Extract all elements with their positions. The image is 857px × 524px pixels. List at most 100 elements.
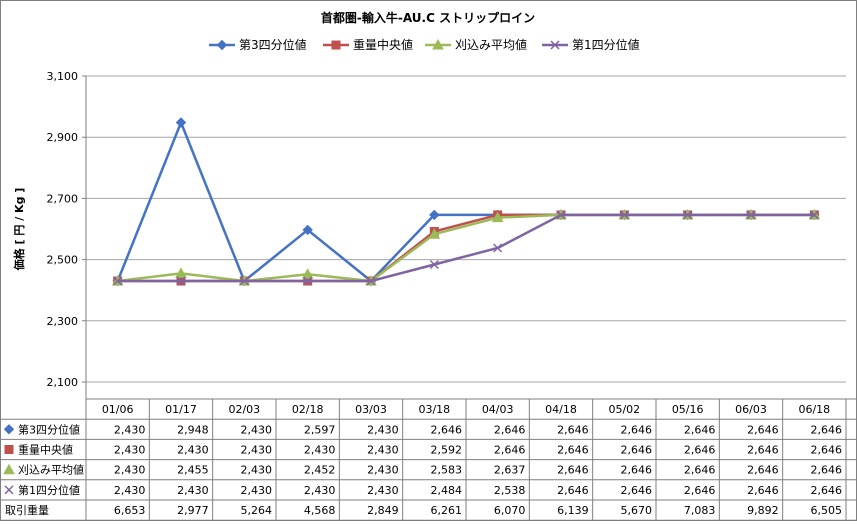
table-row-label: 第1四分位値 xyxy=(18,483,80,497)
table-row: 重量中央値 2,430 2,430 2,430 2,430 2,430 2,592 2,646… xyxy=(4,443,842,457)
table-cell: 2,977 xyxy=(177,504,209,517)
table-cell: 6,261 xyxy=(431,504,463,517)
legend-label: 刈込み平均値 xyxy=(455,37,527,52)
y-tick-label: 2,700 xyxy=(47,192,79,205)
data-point xyxy=(113,276,123,286)
table-cell: 6,653 xyxy=(114,504,146,517)
data-point xyxy=(175,267,187,278)
data-point xyxy=(366,276,376,286)
table-row: 第3四分位値 2,430 2,948 2,430 2,597 2,430 2,646 2,64… xyxy=(3,422,843,436)
legend-label: 第3四分位値 xyxy=(239,37,307,52)
data-point xyxy=(239,276,249,286)
table-cell: 2,430 xyxy=(114,484,146,497)
y-axis-label: 価格 [ 円 / Kg ] xyxy=(12,188,26,272)
table-cell: 7,083 xyxy=(684,504,716,517)
table-cell: 2,430 xyxy=(367,423,399,436)
table-cell: 2,597 xyxy=(304,423,336,436)
x-tick-label: 06/03 xyxy=(735,403,767,416)
table-cell: 2,430 xyxy=(177,444,209,457)
data-point xyxy=(176,276,186,286)
table-cell: 2,646 xyxy=(621,464,653,477)
table-legend-key xyxy=(4,485,14,495)
table-cell: 2,646 xyxy=(494,444,526,457)
table-cell: 2,430 xyxy=(114,464,146,477)
table-cell: 2,646 xyxy=(557,423,589,436)
series-4 xyxy=(113,210,819,286)
series-group xyxy=(111,117,821,287)
y-tick-label: 2,900 xyxy=(47,131,79,144)
x-tick-label: 05/02 xyxy=(608,403,640,416)
data-point xyxy=(301,268,314,279)
series-3 xyxy=(111,208,821,286)
legend-item: 第3四分位値 xyxy=(209,37,307,52)
table-cell: 2,430 xyxy=(367,484,399,497)
table-row-label: 刈込み平均値 xyxy=(18,464,84,477)
table-cell: 6,070 xyxy=(494,504,526,517)
table-cell: 2,646 xyxy=(557,484,589,497)
series-1 xyxy=(112,117,820,287)
x-tick-label: 03/18 xyxy=(418,403,450,416)
table-cell: 2,430 xyxy=(241,423,273,436)
chart-title: 首都圏-輸入牛-AU.C ストリップロイン xyxy=(321,10,535,25)
data-point xyxy=(491,211,504,223)
table-cell: 2,430 xyxy=(304,484,336,497)
x-tick-label: 04/03 xyxy=(482,403,514,416)
legend-label: 第1四分位値 xyxy=(572,37,640,52)
gridlines xyxy=(86,75,846,383)
table-cell: 2,646 xyxy=(557,464,589,477)
data-point xyxy=(303,276,313,286)
legend-item: 第1四分位値 xyxy=(542,37,640,52)
table-cell: 5,264 xyxy=(241,504,273,517)
table-cell: 2,452 xyxy=(304,464,336,477)
x-tick-label: 06/18 xyxy=(798,403,830,416)
table-cell: 2,637 xyxy=(494,464,526,477)
data-point xyxy=(493,243,503,253)
table-cell: 2,455 xyxy=(177,464,209,477)
data-point xyxy=(302,224,313,236)
x-tick-label: 02/18 xyxy=(292,403,324,416)
y-tick-label: 2,500 xyxy=(47,254,79,267)
table-cell: 2,484 xyxy=(431,484,463,497)
table-cell: 2,646 xyxy=(811,464,843,477)
y-tick-label: 2,100 xyxy=(47,376,79,389)
table-cell: 6,505 xyxy=(811,504,843,517)
legend-marker xyxy=(550,40,560,50)
x-tick-label: 05/16 xyxy=(672,403,704,416)
table-cell: 2,430 xyxy=(114,423,146,436)
table-cell: 2,430 xyxy=(241,464,273,477)
table-cell: 2,646 xyxy=(557,444,589,457)
x-tick-label: 02/03 xyxy=(228,403,260,416)
table-cell: 2,583 xyxy=(431,464,463,477)
table-cell: 2,646 xyxy=(811,484,843,497)
data-table: 01/06 01/17 02/03 02/18 03/03 03/18 04/03 04/18… xyxy=(1,398,856,521)
legend-marker xyxy=(432,38,444,50)
table-legend-key xyxy=(4,445,14,454)
table-cell: 2,430 xyxy=(304,444,336,457)
legend-marker xyxy=(331,40,341,50)
legend-item: 刈込み平均値 xyxy=(425,37,527,52)
y-axis: 2,100 2,300 2,500 2,700 2,900 3,100 xyxy=(47,70,87,399)
table-cell: 9,892 xyxy=(747,504,779,517)
table-cell: 2,646 xyxy=(811,423,843,436)
table-cell: 2,646 xyxy=(621,444,653,457)
data-point xyxy=(809,210,819,220)
table-row: 第1四分位値 2,430 2,430 2,430 2,430 2,430 2,484 2,53… xyxy=(4,483,843,497)
data-point xyxy=(429,259,439,270)
legend-marker xyxy=(216,39,228,51)
table-cell: 2,646 xyxy=(684,423,716,436)
table-cell: 2,849 xyxy=(367,504,399,517)
table-row-label: 取引重量 xyxy=(5,503,49,517)
data-point xyxy=(175,117,187,128)
x-tick-label: 01/06 xyxy=(102,403,134,416)
table-cell: 2,646 xyxy=(621,484,653,497)
table-cell: 2,430 xyxy=(367,444,399,457)
legend: 第3四分位値 重量中央値 刈込み平均値 第1四分位値 xyxy=(209,37,640,52)
table-cell: 2,646 xyxy=(747,464,779,477)
table-cell: 2,646 xyxy=(747,484,779,497)
table-cell: 2,646 xyxy=(747,423,779,436)
table-cell: 2,646 xyxy=(684,464,716,477)
table-cell: 2,646 xyxy=(684,444,716,457)
series-line xyxy=(117,213,815,283)
